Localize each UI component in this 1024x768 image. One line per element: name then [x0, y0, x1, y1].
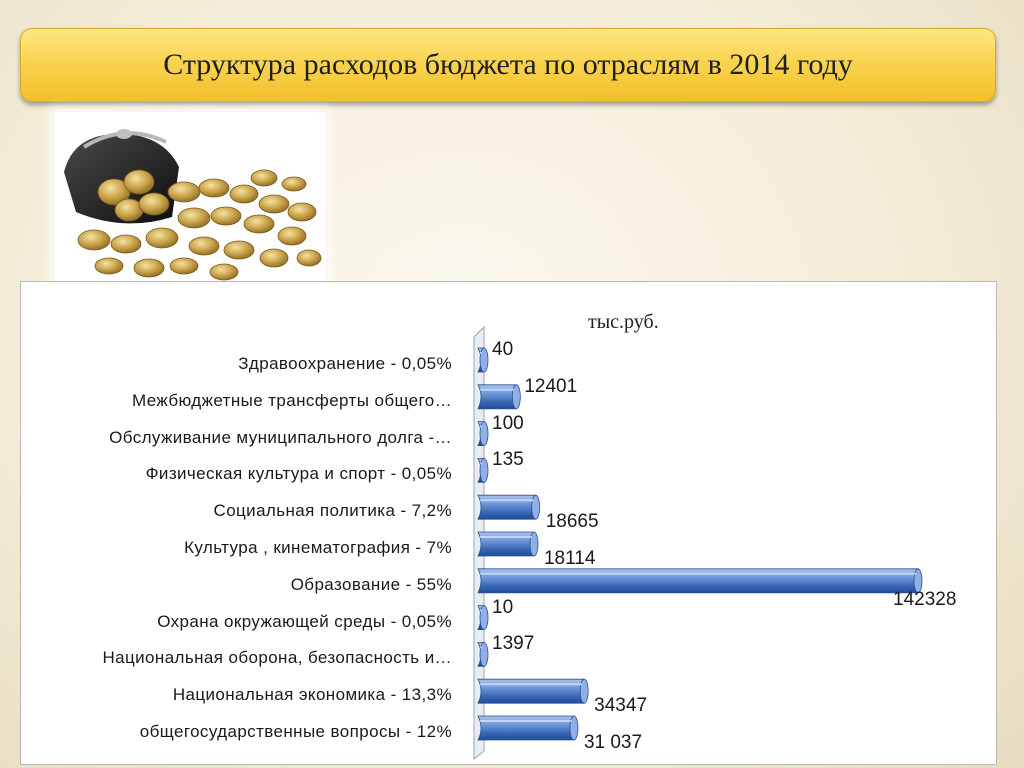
bars-group: [477, 347, 923, 741]
bar: [477, 421, 489, 447]
category-label: Культура , кинематография - 7%: [184, 538, 452, 557]
category-label: Межбюджетные трансферты общего…: [131, 390, 452, 410]
category-label: Национальная оборона, безопасность и…: [102, 648, 452, 668]
bar: [477, 568, 923, 594]
bar: [477, 347, 489, 373]
category-label: Национальная экономика - 13,3%: [172, 685, 452, 705]
data-label: 34347: [594, 695, 648, 717]
bar: [477, 384, 521, 410]
bar: [477, 531, 539, 557]
bar: [477, 605, 489, 630]
data-label: 135: [492, 449, 524, 471]
category-label: Физическая культура и спорт - 0,05%: [145, 464, 452, 484]
data-label: 1397: [492, 633, 535, 655]
data-label: 18114: [543, 548, 596, 569]
bar: [477, 642, 489, 667]
data-label: 12401: [524, 375, 578, 397]
slide-title: Структура расходов бюджета по отраслям в…: [163, 48, 853, 81]
data-label: 31 037: [583, 732, 643, 753]
category-label: общегосударственные вопросы - 12%: [139, 722, 452, 741]
category-label: Здравоохранение - 0,05%: [238, 354, 452, 373]
bar: [477, 678, 589, 704]
category-label: Обслуживание муниципального долга -…: [109, 427, 452, 447]
category-label: Социальная политика - 7,2%: [213, 501, 452, 521]
category-label: Образование - 55%: [290, 574, 452, 594]
category-label: Охрана окружающей среды - 0,05%: [157, 611, 452, 631]
data-label: 18665: [545, 511, 599, 533]
data-label: 10: [492, 596, 514, 618]
data-label: 100: [492, 412, 524, 434]
data-label: 40: [492, 339, 514, 360]
bar: [477, 494, 541, 520]
coins-photo: [54, 112, 326, 286]
unit-label: тыс.руб.: [588, 311, 659, 333]
data-label: 142328: [893, 588, 957, 610]
coin-purse-illustration: [54, 112, 326, 286]
bar: [477, 715, 579, 741]
bar: [477, 457, 489, 483]
title-banner: Структура расходов бюджета по отраслям в…: [20, 28, 996, 102]
